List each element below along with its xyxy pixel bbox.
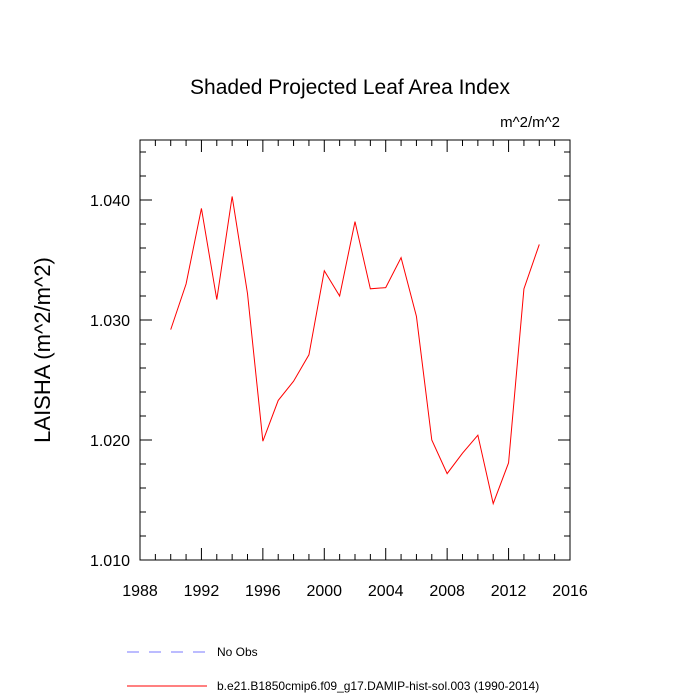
x-tick-label: 1988 xyxy=(122,583,158,600)
x-tick-label: 2004 xyxy=(368,583,404,600)
x-tick-label: 2016 xyxy=(552,583,588,600)
chart-title: Shaded Projected Leaf Area Index xyxy=(190,76,510,99)
series-line xyxy=(170,196,540,506)
x-tick-label: 2000 xyxy=(306,583,342,600)
y-tick-label: 1.040 xyxy=(90,193,130,210)
plot-frame xyxy=(139,139,571,561)
units-label: m^2/m^2 xyxy=(500,114,560,131)
x-tick-label: 1992 xyxy=(184,583,220,600)
y-axis-label: LAISHA (m^2/m^2) xyxy=(30,257,55,443)
x-tick-label: 2008 xyxy=(429,583,465,600)
y-tick-labels: 1.010 1.020 1.030 1.040 xyxy=(90,193,130,570)
axis-ticks xyxy=(139,140,571,561)
x-tick-label: 2012 xyxy=(491,583,527,600)
y-tick-label: 1.030 xyxy=(90,313,130,330)
y-tick-label: 1.010 xyxy=(90,553,130,570)
y-tick-label: 1.020 xyxy=(90,433,130,450)
legend-label: No Obs xyxy=(217,645,258,659)
series-group xyxy=(170,196,540,506)
x-tick-labels: 1988 1992 1996 2000 2004 2008 2012 2016 xyxy=(122,583,588,600)
x-tick-label: 1996 xyxy=(245,583,281,600)
legend: No Obs b.e21.B1850cmip6.f09_g17.DAMIP-his… xyxy=(127,645,539,693)
legend-label: b.e21.B1850cmip6.f09_g17.DAMIP-hist-sol.… xyxy=(217,679,539,693)
